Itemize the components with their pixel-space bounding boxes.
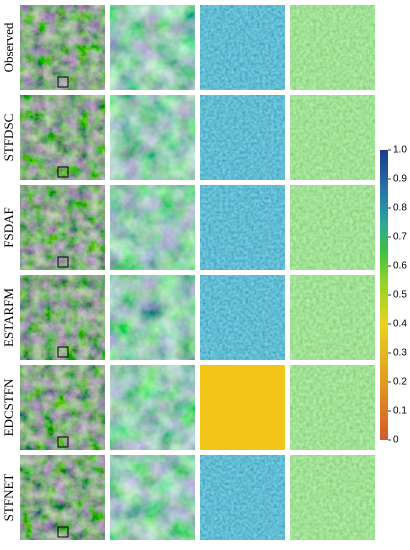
- image-panel: [20, 455, 105, 540]
- zoom-box: [57, 346, 69, 358]
- row-label: STFNET: [1, 474, 16, 522]
- image-panel: [200, 185, 285, 270]
- image-panel: [20, 275, 105, 360]
- row-label: Observed: [1, 22, 16, 72]
- zoom-box: [57, 436, 69, 448]
- image-panel: [110, 275, 195, 360]
- tick-label: 0.8: [393, 203, 407, 214]
- tick-label: 0.5: [393, 290, 407, 301]
- tick-label: 0.1: [393, 406, 407, 417]
- image-panel: [290, 455, 375, 540]
- image-panel: [200, 455, 285, 540]
- zoom-box: [57, 256, 69, 268]
- row-label: STFDSC: [1, 114, 16, 162]
- colorbar: [380, 150, 388, 440]
- tick-label: 0: [393, 435, 399, 446]
- tick-label: 0.6: [393, 261, 407, 272]
- tick-label: 0.3: [393, 348, 407, 359]
- image-panel: [110, 455, 195, 540]
- image-panel: [110, 365, 195, 450]
- image-panel: [110, 95, 195, 180]
- tick-label: 1.0: [393, 145, 407, 156]
- row-label: EDCSTFN: [1, 378, 16, 436]
- image-panel: [200, 95, 285, 180]
- image-panel: [290, 95, 375, 180]
- image-panel: [110, 185, 195, 270]
- image-panel: [110, 5, 195, 90]
- image-panel: [20, 95, 105, 180]
- zoom-box: [57, 166, 69, 178]
- image-panel: [200, 5, 285, 90]
- image-panel: [290, 185, 375, 270]
- tick-label: 0.2: [393, 377, 407, 388]
- image-panel: [200, 275, 285, 360]
- image-panel: [290, 365, 375, 450]
- image-panel: [20, 365, 105, 450]
- tick-label: 0.4: [393, 319, 407, 330]
- zoom-box: [57, 526, 69, 538]
- image-panel: [290, 275, 375, 360]
- zoom-box: [57, 76, 69, 88]
- row-label: ESTARFM: [1, 288, 16, 347]
- tick-label: 0.7: [393, 232, 407, 243]
- image-panel: [200, 365, 285, 450]
- row-label: FSDAF: [1, 207, 16, 247]
- image-panel: [20, 5, 105, 90]
- image-panel: [290, 5, 375, 90]
- image-panel: [20, 185, 105, 270]
- tick-label: 0.9: [393, 174, 407, 185]
